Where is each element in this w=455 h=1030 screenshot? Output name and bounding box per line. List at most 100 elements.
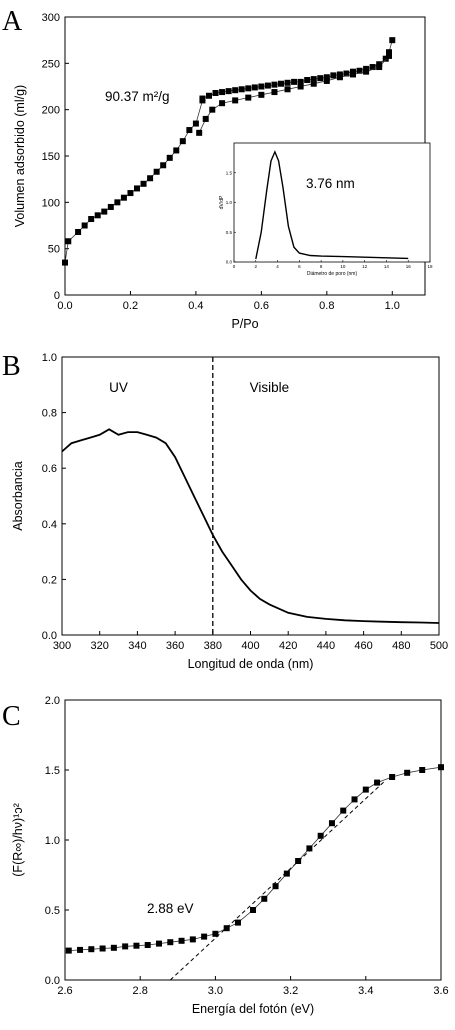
panel-b-ytick-label: 0.4 (42, 519, 57, 531)
panel-a-data-point (238, 86, 245, 93)
panel-c-data-point (328, 820, 335, 827)
panel-a-ytick-label: 300 (42, 12, 60, 24)
panel-a-data-point (94, 212, 101, 219)
panel-c-tangent-line (169, 780, 385, 981)
panel-a-data-point (232, 97, 239, 104)
inset-pore-size-label: 3.76 nm (306, 176, 355, 191)
panel-a-bet-area-label: 90.37 m²/g (105, 89, 170, 104)
panel-a-data-point (291, 78, 298, 85)
panel-a-data-point (196, 129, 203, 136)
panel-a-data-point (310, 80, 317, 87)
panel-a-data-point (278, 80, 284, 87)
panel-c-data-point (178, 937, 185, 944)
inset-xtick-label: 18 (427, 264, 433, 269)
panel-b-xtick-label: 460 (354, 640, 372, 652)
panel-b-xtick-label: 320 (91, 640, 109, 652)
panel-a-data-point (75, 228, 82, 235)
panel-c-data-point (234, 919, 241, 926)
panel-b-absorbance-line (61, 428, 440, 624)
panel-a-data-point (192, 120, 199, 127)
panel-c-ytick-label: 1.5 (45, 765, 60, 777)
panel-a-data-point (323, 74, 330, 81)
panel-a-data-point (264, 82, 271, 89)
panel-a-data-point (62, 259, 68, 266)
inset-y-axis-label: dV/dP (219, 195, 225, 209)
panel-c-data-point (88, 946, 95, 953)
panel-a-data-point (245, 94, 252, 101)
panel-a-data-point (284, 86, 291, 93)
inset-xtick-label: 4 (276, 264, 279, 269)
panel-a-data-point (134, 185, 140, 192)
panel-a-data-point (232, 87, 239, 94)
inset-xtick-label: 6 (298, 264, 301, 269)
inset-xtick-label: 16 (406, 264, 412, 269)
inset-xtick-label: 0 (233, 264, 236, 269)
panel-c-data-point (272, 883, 279, 890)
inset-plot-frame (233, 142, 431, 263)
panel-a-data-point (225, 88, 232, 95)
panel-c-data-point (77, 946, 84, 953)
panel-letter-c: C (2, 701, 21, 732)
panel-c-data-point (340, 807, 347, 814)
panel-a-data-point (251, 84, 258, 91)
panel-a-data-point (258, 91, 265, 98)
inset-xtick-label: 10 (340, 264, 346, 269)
panel-a-data-point (65, 238, 72, 245)
panel-a-data-point (336, 74, 343, 81)
panel-a-data-point (350, 71, 356, 78)
panel-letter-a: A (2, 6, 23, 37)
inset-xtick-label: 12 (362, 264, 368, 269)
panel-a-data-point (297, 83, 304, 90)
panel-b-xtick-label: 500 (430, 640, 448, 652)
panel-a-data-point (258, 83, 265, 90)
panel-b-xtick-label: 440 (317, 640, 335, 652)
inset-ytick-label: 1.0 (226, 200, 233, 205)
panel-a-data-point (386, 49, 392, 56)
panel-c-data-point (261, 895, 268, 902)
panel-a-data-point (356, 67, 363, 74)
panel-a-data-point (101, 208, 108, 215)
panel-c-ytick-label: 1.0 (45, 835, 60, 847)
panel-a-data-point (166, 154, 173, 161)
panel-c-xtick-label: 3.0 (208, 985, 223, 997)
panel-c-xtick-label: 2.8 (133, 985, 148, 997)
panel-c-data-point (110, 944, 117, 951)
panel-c-data-point (133, 942, 140, 949)
inset-xtick-label: 8 (320, 264, 323, 269)
panel-c-data-point (167, 939, 174, 946)
panel-b-x-axis-label: Longitud de onda (nm) (188, 657, 314, 671)
panel-a-series-line (198, 55, 390, 133)
panel-c-data-point (99, 945, 106, 952)
panel-a-data-point (114, 199, 121, 206)
panel-a-data-point (127, 190, 134, 197)
panel-c-ytick-label: 0.0 (45, 975, 60, 987)
panel-c-data-point (223, 925, 230, 932)
panel-b-xtick-label: 400 (241, 640, 259, 652)
panel-c-data-point (122, 943, 129, 950)
panel-c-bandgap-label: 2.88 eV (147, 901, 194, 916)
inset-xtick-label: 14 (384, 264, 390, 269)
panel-a-data-point (363, 68, 370, 75)
panel-a-ytick-label: 200 (42, 105, 60, 117)
panel-b-xtick-label: 480 (392, 640, 410, 652)
panel-a-data-point (382, 55, 389, 62)
panel-a-data-point (330, 72, 337, 79)
panel-b-xtick-label: 340 (128, 640, 146, 652)
inset-pore-distribution-line (255, 150, 409, 260)
panel-a-data-point (310, 76, 317, 83)
panel-a-xtick-label: 0.0 (57, 300, 72, 312)
panel-a-data-point (140, 180, 147, 187)
panel-a-data-point (120, 194, 127, 201)
panel-c-xtick-label: 3.4 (358, 985, 373, 997)
inset-x-axis-label: Diámetro de poro (nm) (307, 271, 358, 277)
panel-a-data-point (369, 64, 376, 71)
panel-a-y-axis-label: Volumen adsorbido (ml/g) (13, 85, 27, 227)
panel-a-ytick-label: 0 (54, 290, 60, 302)
panel-c-data-point (374, 779, 381, 786)
panel-a-data-point (219, 89, 226, 96)
panel-b-xtick-label: 420 (279, 640, 297, 652)
panel-a-ytick-label: 150 (42, 151, 60, 163)
panel-a-data-point (245, 85, 252, 92)
panel-letter-b: B (2, 351, 21, 382)
